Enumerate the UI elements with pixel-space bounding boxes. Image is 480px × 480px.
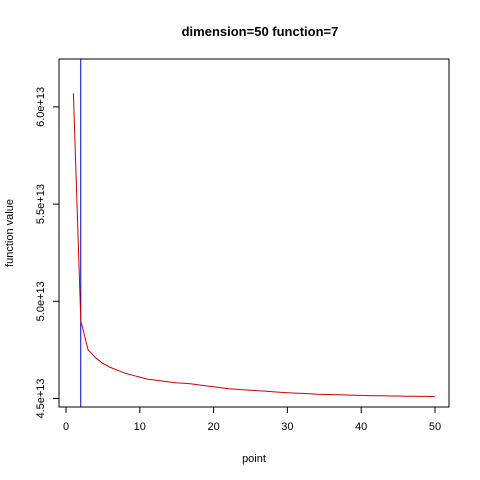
y-tick-label: 4.5e+13: [35, 378, 47, 418]
x-tick-label: 40: [355, 421, 367, 433]
series-line: [72, 93, 436, 398]
y-axis: 4.5e+13 5.0e+13 5.5e+13 6.0e+13: [35, 87, 59, 419]
plot-area-frame: [58, 58, 450, 408]
x-tick-label: 30: [281, 421, 293, 433]
x-axis: 0 10 20 30 40 50: [63, 407, 441, 433]
y-tick-label: 6.0e+13: [35, 87, 47, 127]
x-axis-label: point: [242, 453, 266, 465]
y-tick-label: 5.5e+13: [35, 184, 47, 224]
x-tick-label: 50: [429, 421, 441, 433]
y-tick-label: 5.0e+13: [35, 281, 47, 321]
x-tick-label: 20: [207, 421, 219, 433]
y-axis-label: function value: [4, 199, 16, 267]
x-tick-label: 0: [63, 421, 69, 433]
x-tick-label: 10: [134, 421, 146, 433]
plot-lines: [72, 59, 436, 407]
chart-title: dimension=50 function=7: [182, 24, 339, 39]
